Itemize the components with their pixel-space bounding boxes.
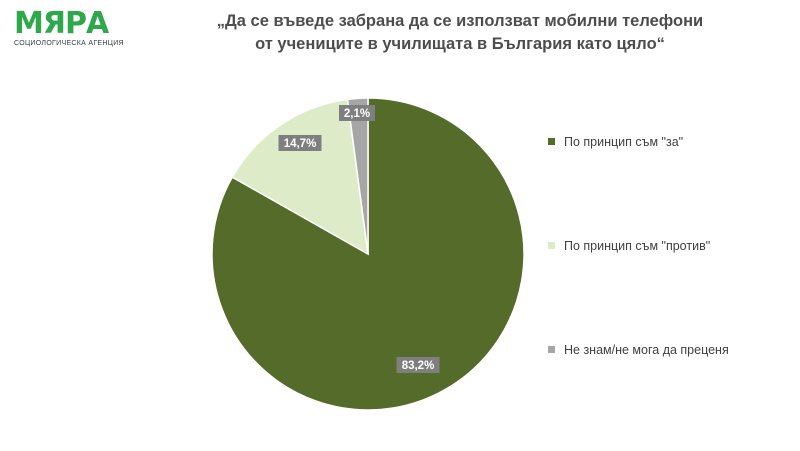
data-label-protiv: 14,7% [278,135,322,151]
pie-slice-ne-znam [346,97,369,255]
logo: МЯРА СОЦИОЛОГИЧЕСКА АГЕНЦИЯ [14,6,144,48]
logo-wordmark: МЯРА [14,6,109,41]
legend-label: По принцип съм "против" [564,239,711,253]
pie-slice-protiv [231,98,369,256]
data-label-ne-znam: 2,1% [339,105,375,121]
data-label-text-protiv: 14,7% [284,138,317,150]
legend-swatch [548,138,555,145]
pie-slice-za [211,97,525,411]
chart-title-line-2: от учениците в училищата в България като… [255,35,665,53]
legend-label: По принцип съм "за" [564,135,684,149]
legend-label: Не знам/не мога да преценя [564,343,729,357]
chart-title: „Да се въведе забрана да се използват мо… [160,10,760,56]
data-label-text-za: 83,2% [402,360,435,372]
chart-title-line-1: „Да се въведе забрана да се използват мо… [216,12,704,30]
legend-swatch [548,242,555,249]
data-label-text-ne-znam: 2,1% [344,108,370,120]
logo-tagline: СОЦИОЛОГИЧЕСКА АГЕНЦИЯ [14,40,124,47]
data-label-za: 83,2% [396,357,440,373]
legend-swatch [548,346,555,353]
